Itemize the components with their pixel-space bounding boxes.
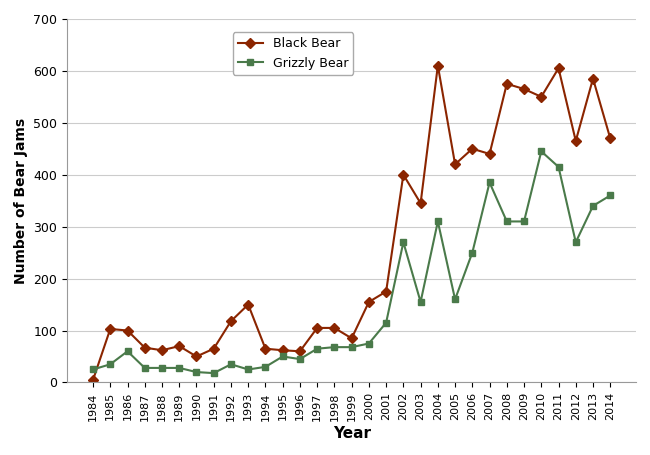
Grizzly Bear [176,365,183,371]
Grizzly Bear [486,180,493,185]
Black Bear [538,94,545,100]
Grizzly Bear [365,341,373,346]
Black Bear [296,349,304,354]
Black Bear [417,201,424,206]
Grizzly Bear [227,362,235,367]
Grizzly Bear [107,362,114,367]
Grizzly Bear [261,364,269,369]
Grizzly Bear [330,344,338,350]
Grizzly Bear [210,370,218,376]
Grizzly Bear [503,219,511,224]
Black Bear [451,162,459,167]
Line: Grizzly Bear: Grizzly Bear [90,148,614,377]
Black Bear [158,348,166,353]
Black Bear [279,348,287,353]
Grizzly Bear [400,239,408,245]
Grizzly Bear [572,239,580,245]
X-axis label: Year: Year [333,426,370,441]
Grizzly Bear [417,299,424,305]
Black Bear [365,299,373,305]
Black Bear [382,289,390,294]
Black Bear [89,377,97,383]
Black Bear [141,345,149,350]
Grizzly Bear [296,356,304,362]
Black Bear [606,136,614,141]
Grizzly Bear [606,193,614,198]
Black Bear [176,344,183,349]
Grizzly Bear [434,219,442,224]
Y-axis label: Number of Bear Jams: Number of Bear Jams [14,117,28,284]
Grizzly Bear [554,164,562,170]
Grizzly Bear [589,203,597,208]
Black Bear [520,86,528,92]
Grizzly Bear [313,346,321,351]
Grizzly Bear [279,354,287,359]
Black Bear [313,325,321,331]
Black Bear [330,325,338,331]
Grizzly Bear [89,367,97,372]
Black Bear [261,346,269,351]
Black Bear [400,172,408,177]
Black Bear [486,151,493,157]
Black Bear [192,354,200,359]
Grizzly Bear [382,320,390,325]
Grizzly Bear [124,349,131,354]
Black Bear [572,138,580,144]
Black Bear [210,346,218,351]
Grizzly Bear [520,219,528,224]
Grizzly Bear [158,365,166,371]
Grizzly Bear [451,297,459,302]
Black Bear [124,328,131,333]
Grizzly Bear [538,149,545,154]
Line: Black Bear: Black Bear [90,62,614,383]
Black Bear [554,66,562,71]
Black Bear [244,302,252,307]
Grizzly Bear [141,365,149,371]
Black Bear [227,318,235,324]
Grizzly Bear [244,367,252,372]
Black Bear [469,146,476,152]
Grizzly Bear [192,369,200,375]
Legend: Black Bear, Grizzly Bear: Black Bear, Grizzly Bear [233,32,353,75]
Black Bear [434,63,442,68]
Grizzly Bear [348,344,356,350]
Black Bear [503,81,511,86]
Black Bear [589,76,597,81]
Black Bear [348,336,356,341]
Black Bear [107,326,114,332]
Grizzly Bear [469,250,476,255]
